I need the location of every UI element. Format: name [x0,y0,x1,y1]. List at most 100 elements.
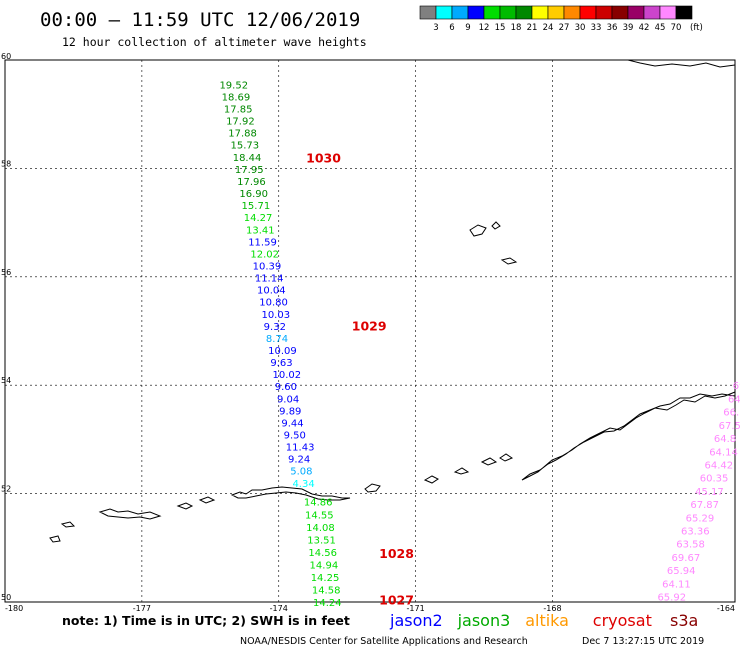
map-panel: 60 58 56 54 52 50 -180 -177 -174 -171 -168 -164 19.… [1,52,740,613]
legend-swatch [659,5,677,20]
wave-height-label: 11.59 [248,237,277,248]
satellite-name-cryosat: cryosat [593,611,652,630]
wave-height-label: 66.2 [723,408,740,419]
legend-swatch [627,5,645,20]
legend-swatch [643,5,661,20]
wave-height-label: 17.95 [235,165,264,176]
legend-swatch [435,5,453,20]
legend-tick-label: 33 [591,23,602,33]
legend-tick-label: 3 [433,23,438,33]
pressure-label: 1030 [306,151,341,166]
satellite-name-jason3: jason3 [457,611,511,630]
lon-tick-label: -168 [543,604,561,613]
footer-credit: NOAA/NESDIS Center for Satellite Applica… [240,636,528,647]
wave-height-label: 19.52 [219,80,248,91]
wave-height-label: 64.8 [714,434,736,445]
map-grid: 60 58 56 54 52 50 -180 -177 -174 -171 -168 -164 [1,52,735,613]
wave-height-label: 14.55 [305,510,334,521]
legend-swatch [611,5,629,20]
wave-height-label: 65.92 [657,593,686,604]
wave-height-label: 5.08 [290,467,312,478]
legend-tick-label: 18 [511,23,522,33]
lat-tick-label: 54 [1,376,11,385]
wave-height-label: 9.60 [275,382,297,393]
wave-height-label: 11.14 [255,274,284,285]
wave-height-label: 60.35 [700,474,729,485]
wave-height-label: 14.56 [308,548,337,559]
legend-tick-label: 9 [465,23,470,33]
wave-height-label: 8.74 [266,334,288,345]
wave-height-label: 10.80 [259,298,288,309]
wave-height-label: 17.85 [224,105,253,116]
lon-tick-label: -174 [270,604,288,613]
color-scale-legend: 3 6 9 12 15 18 21 24 27 30 33 36 39 42 45 70 (ft) [419,5,703,33]
pressure-label: 1029 [352,319,387,334]
wave-height-label: 64.42 [704,460,733,471]
legend-swatch [563,5,581,20]
wave-height-label: 13.41 [246,225,275,236]
wave-height-label: 17.96 [237,177,266,188]
map-frame [4,59,736,603]
wave-height-label: 15.73 [230,141,259,152]
legend-swatch [467,5,485,20]
wave-height-label: 14.24 [313,598,342,609]
wave-height-label: 65.94 [667,566,696,577]
wave-height-label: 67.87 [690,500,719,511]
legend-tick-label: 30 [575,23,586,33]
wave-height-label: 63.58 [676,540,705,551]
lon-tick-label: -177 [133,604,151,613]
wave-height-label: 14.58 [312,585,341,596]
legend-tick-label: 36 [607,23,618,33]
wave-height-label: 69.67 [672,553,701,564]
wave-height-label: 63.36 [681,527,710,538]
wave-height-label: 14.27 [244,213,273,224]
legend-tick-label: 39 [623,23,634,33]
wave-height-label: 10.02 [273,370,302,381]
alaska-peninsula-coast [521,59,736,481]
lat-tick-label: 50 [1,593,11,602]
satellite-name-s3a: s3a [670,611,698,630]
wave-height-label: 12.02 [250,249,279,260]
legend-swatch [579,5,597,20]
legend-tick-label: 70 [671,23,682,33]
footer-note: note: 1) Time is in UTC; 2) SWH is in fe… [62,613,350,628]
legend-tick-label: 6 [449,23,454,33]
aleutian-islands [49,486,351,543]
legend-tick-label: 24 [543,23,554,33]
wave-height-label: 9.32 [264,322,286,333]
wave-height-label: 64 [728,394,740,405]
wave-height-label: 65.29 [686,513,715,524]
wave-height-label: 14.25 [311,573,340,584]
footer-timestamp: Dec 7 13:27:15 UTC 2019 [582,636,704,647]
satellite-name-jason2: jason2 [389,611,443,630]
legend-swatch [451,5,469,20]
legend-swatch [675,5,693,20]
wave-height-label: 9.50 [284,430,306,441]
lon-tick-label: -164 [717,604,735,613]
legend-swatch [547,5,565,20]
wave-height-label: 15.71 [242,201,271,212]
wave-height-label: 10.04 [257,286,286,297]
lat-tick-label: 60 [1,52,11,61]
wave-height-label: 14.94 [310,560,339,571]
legend-tick-label: 12 [479,23,490,33]
pressure-label: 1027 [379,592,414,607]
wave-height-label: 9.04 [277,394,299,405]
legend-unit: (ft) [690,23,703,33]
coastlines [49,59,736,543]
legend-swatch [531,5,549,20]
lat-tick-label: 58 [1,159,11,168]
pressure-label: 1028 [379,546,414,561]
lon-tick-label: -180 [5,604,23,613]
legend-tick-label: 27 [559,23,570,33]
legend-tick-label: 45 [655,23,666,33]
wave-height-label: 9.24 [288,455,310,466]
wave-height-label: 18.44 [233,153,262,164]
fox-islands [364,453,514,493]
wave-height-label: 9.89 [279,406,301,417]
wave-height-label: 45.17 [695,487,724,498]
wave-height-label: 17.88 [228,129,257,140]
subtitle: 12 hour collection of altimeter wave hei… [62,35,367,49]
pressure-labels: 1030 1029 1028 1027 [306,151,414,608]
